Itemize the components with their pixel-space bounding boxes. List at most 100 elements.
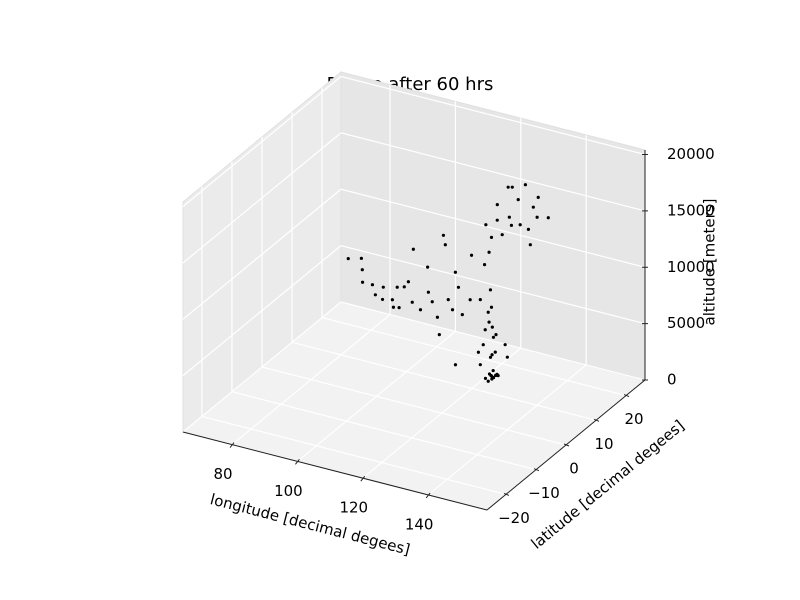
- grid-line: [340, 301, 646, 381]
- grid-line: [182, 245, 342, 377]
- y-tick-label: 20: [625, 410, 644, 428]
- z-tick-label: 0: [667, 371, 677, 389]
- point: [456, 285, 461, 289]
- point: [360, 280, 365, 284]
- point: [500, 233, 504, 237]
- point: [397, 306, 401, 310]
- point: [493, 350, 497, 354]
- z-tick-label: 15000: [667, 201, 715, 219]
- point: [430, 300, 434, 304]
- point: [495, 203, 499, 207]
- point: [468, 298, 472, 302]
- point: [478, 363, 482, 367]
- x-tick-label: 80: [213, 465, 232, 483]
- point: [381, 285, 385, 289]
- point: [391, 305, 396, 309]
- point: [506, 185, 510, 189]
- tick-mark: [295, 459, 300, 465]
- point: [489, 305, 494, 309]
- point: [491, 368, 495, 373]
- tick-mark: [229, 442, 235, 448]
- point: [509, 223, 514, 227]
- point: [546, 216, 550, 220]
- y-tick-label: −20: [498, 509, 530, 527]
- point: [495, 218, 499, 222]
- point: [490, 353, 494, 357]
- grid-line: [340, 75, 646, 156]
- y-tick-label: 10: [594, 435, 613, 453]
- point: [360, 268, 364, 272]
- point: [411, 247, 415, 251]
- point: [531, 205, 535, 209]
- grid-line: [340, 132, 646, 212]
- tick-mark: [593, 418, 600, 422]
- grid-line: [182, 188, 342, 320]
- point: [488, 288, 493, 292]
- tick-mark: [533, 468, 540, 472]
- point: [489, 235, 494, 239]
- point: [483, 328, 487, 332]
- z-axis-title: altitude [meters]: [701, 199, 719, 326]
- point: [487, 250, 491, 254]
- point: [390, 298, 394, 302]
- point: [505, 355, 509, 359]
- point: [402, 285, 406, 289]
- point: [484, 223, 488, 227]
- point: [503, 343, 507, 347]
- x-tick-label: 120: [339, 499, 368, 517]
- point: [410, 300, 414, 304]
- point: [446, 298, 450, 302]
- point: [516, 198, 520, 202]
- tick-mark: [563, 443, 570, 447]
- point: [441, 233, 446, 237]
- point: [418, 308, 423, 312]
- x-tick-label: 100: [274, 482, 303, 500]
- z-tick-label: 20000: [667, 145, 715, 163]
- grid-line: [182, 132, 342, 264]
- point: [487, 320, 491, 324]
- grid-line: [261, 366, 567, 446]
- grid-line: [201, 415, 507, 496]
- grid-line: [340, 188, 646, 268]
- point: [495, 373, 499, 377]
- axis-line: [182, 431, 488, 511]
- point: [523, 183, 528, 187]
- point: [437, 333, 441, 337]
- point: [494, 333, 498, 337]
- point: [435, 315, 440, 319]
- point: [443, 243, 447, 247]
- point: [453, 270, 457, 274]
- grid-line: [182, 301, 342, 433]
- point: [510, 185, 514, 189]
- point: [481, 343, 485, 347]
- point: [483, 376, 488, 380]
- x-tick-label: 140: [405, 515, 434, 533]
- y-tick-label: 0: [569, 460, 579, 478]
- point: [482, 263, 487, 267]
- point: [395, 285, 399, 289]
- point: [486, 310, 490, 314]
- point: [507, 215, 511, 219]
- point: [370, 283, 375, 287]
- point: [346, 257, 350, 261]
- tick-mark: [425, 492, 431, 499]
- point: [380, 297, 385, 302]
- point: [373, 293, 377, 297]
- tick-mark: [503, 492, 510, 496]
- point: [478, 298, 482, 302]
- point: [469, 253, 474, 257]
- z-tick-label: 10000: [667, 258, 715, 276]
- tick-mark: [360, 475, 366, 482]
- point: [453, 363, 458, 367]
- grid-line: [291, 341, 597, 421]
- z-tick-label: 5000: [667, 314, 705, 332]
- point: [535, 215, 539, 219]
- point: [491, 375, 496, 380]
- point: [406, 280, 410, 284]
- point: [460, 313, 464, 317]
- grid-line: [182, 76, 342, 207]
- grid-line: [340, 245, 646, 325]
- y-tick-label: −10: [528, 484, 560, 502]
- grid-line: [321, 316, 627, 397]
